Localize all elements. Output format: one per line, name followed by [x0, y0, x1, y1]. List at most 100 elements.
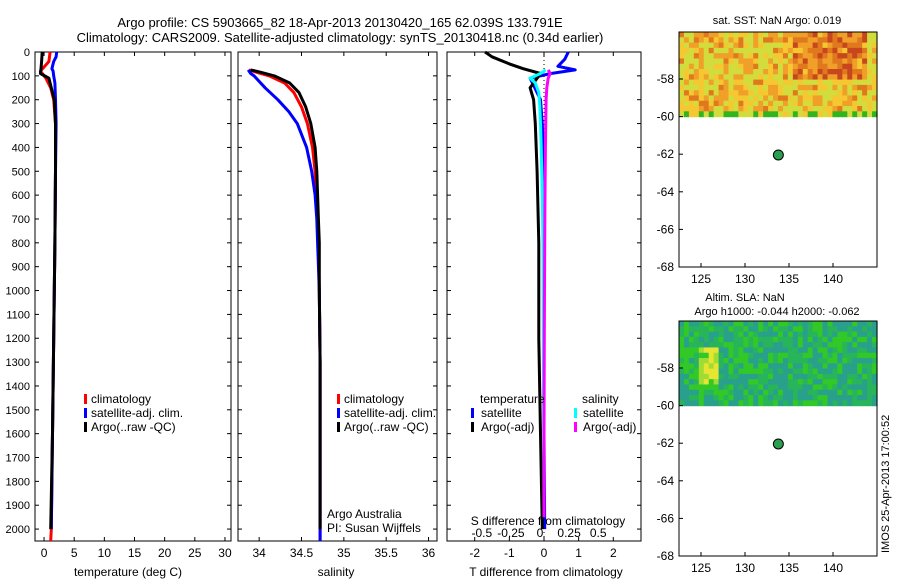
heatmap-cell — [723, 74, 730, 81]
heatmap-cell — [688, 368, 695, 375]
heatmap-cell — [807, 53, 814, 60]
heatmap-cell — [817, 95, 824, 102]
heatmap-cell — [797, 358, 804, 364]
legend-swatch-sal-satellite — [574, 408, 577, 418]
heatmap-cell — [782, 342, 789, 349]
temperature-panel: 0100200300400500600700800900100011001200… — [6, 47, 232, 560]
heatmap-cell — [733, 395, 739, 401]
heatmap-cell — [802, 363, 809, 370]
heatmap-cell — [787, 84, 794, 91]
heatmap-cell — [698, 79, 705, 86]
heatmap-cell — [693, 379, 700, 386]
y-tick-label: 1100 — [6, 309, 30, 321]
heatmap-cell — [778, 42, 784, 49]
title-line-1: Argo profile: CS 5903665_82 18-Apr-2013 … — [117, 15, 563, 30]
heatmap-cell — [792, 79, 799, 86]
heatmap-cell — [837, 326, 843, 333]
x-tick-label: 125 — [691, 272, 711, 286]
heatmap-cell — [847, 37, 853, 44]
legend-label: climatology — [344, 392, 404, 406]
heatmap-cell — [837, 63, 843, 70]
heatmap-cell — [723, 347, 730, 354]
heatmap-cell — [802, 400, 809, 407]
heatmap-cell — [683, 69, 690, 75]
heatmap-cell — [837, 37, 843, 44]
y-tick-label: 1700 — [6, 453, 30, 465]
heatmap-cell — [872, 326, 878, 333]
heatmap-cell — [802, 326, 809, 333]
heatmap-cell — [827, 95, 834, 102]
heatmap-cell — [773, 95, 779, 102]
heatmap-cell — [733, 90, 739, 97]
legend-swatch-satellite — [84, 408, 87, 418]
heatmap-cell — [867, 347, 873, 354]
heatmap-cell — [728, 326, 735, 333]
heatmap-cell — [847, 74, 853, 81]
heatmap-cell — [753, 106, 759, 112]
heatmap-cell — [778, 368, 784, 375]
heatmap-cell — [698, 53, 705, 60]
heatmap-cell — [718, 42, 725, 49]
heatmap-cell — [822, 347, 829, 354]
heatmap-cell — [867, 63, 873, 70]
heatmap-cell — [778, 342, 784, 349]
heatmap-cell — [713, 358, 720, 364]
heatmap-cell — [763, 395, 769, 401]
heatmap-cell — [743, 47, 749, 54]
heatmap-cell — [683, 389, 690, 396]
heatmap-cell — [857, 58, 863, 65]
heatmap-cell — [718, 58, 725, 65]
heatmap-cell — [763, 363, 769, 370]
heatmap-cell — [872, 395, 878, 401]
heatmap-cell — [753, 74, 759, 81]
heatmap-cell — [763, 95, 769, 102]
heatmap-cell — [693, 63, 700, 70]
y-tick-label: -64 — [657, 474, 675, 488]
heatmap-cell — [822, 358, 829, 364]
heatmap-cell — [758, 384, 764, 391]
heatmap-cell — [872, 42, 878, 49]
heatmap-cell — [728, 321, 735, 327]
heatmap-cell — [822, 63, 829, 70]
heatmap-cell — [787, 342, 794, 349]
legend-swatch-temp-satellite — [471, 408, 474, 418]
heatmap-cell — [807, 321, 814, 327]
heatmap-cell — [778, 100, 784, 107]
heatmap-cell — [723, 32, 730, 38]
y-tick-label: 1900 — [6, 500, 30, 512]
heatmap-cell — [728, 58, 735, 65]
heatmap-cell — [802, 395, 809, 401]
heatmap-cell — [842, 389, 848, 396]
heatmap-cell — [713, 384, 720, 391]
heatmap-cell — [822, 352, 829, 359]
heatmap-cell — [842, 347, 848, 354]
heatmap-cell — [753, 79, 759, 86]
heatmap-cell — [862, 79, 868, 86]
legend-label: Argo(-adj) — [583, 420, 636, 434]
heatmap-cell — [713, 321, 720, 327]
heatmap-cell — [728, 37, 735, 44]
heatmap-cell — [867, 342, 873, 349]
heatmap-cell — [763, 69, 769, 75]
heatmap-cell — [842, 336, 848, 343]
heatmap-cell — [768, 352, 774, 359]
heatmap-cell — [753, 336, 759, 343]
y-tick-label: -60 — [657, 399, 675, 413]
heatmap-cell — [857, 363, 863, 370]
heatmap-cell — [817, 373, 824, 380]
heatmap-cell — [748, 90, 754, 97]
heatmap-cell — [802, 95, 809, 102]
heatmap-cell — [718, 95, 725, 102]
heatmap-cell — [713, 373, 720, 380]
heatmap-cell — [688, 363, 695, 370]
heatmap-cell — [842, 74, 848, 81]
heatmap-cell — [703, 400, 710, 407]
heatmap-cell — [797, 352, 804, 359]
temperature-xlabel: temperature (deg C) — [74, 565, 182, 579]
heatmap-cell — [718, 326, 725, 333]
heatmap-cell — [847, 84, 853, 91]
heatmap-cell — [728, 336, 735, 343]
heatmap-cell — [812, 389, 819, 396]
heatmap-cell — [698, 326, 705, 333]
heatmap-cell — [857, 69, 863, 75]
